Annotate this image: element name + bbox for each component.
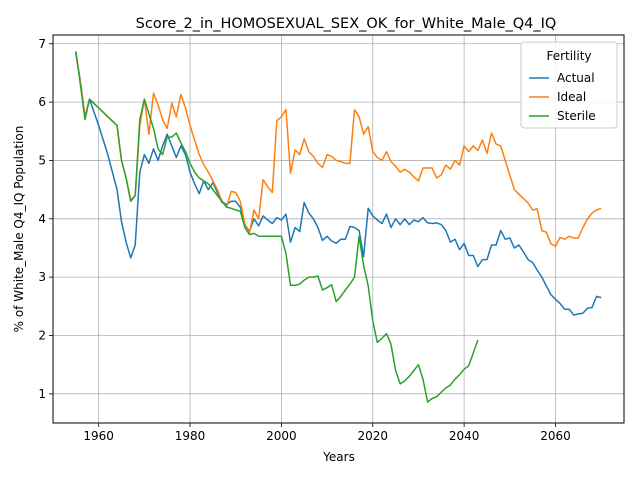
y-tick-label: 3: [38, 270, 46, 284]
legend-label-sterile: Sterile: [557, 109, 596, 123]
y-tick-label: 5: [38, 153, 46, 167]
chart-title: Score_2_in_HOMOSEXUAL_SEX_OK_for_White_M…: [136, 16, 557, 32]
series-lines: [75, 51, 602, 403]
legend-label-ideal: Ideal: [557, 90, 586, 104]
series-line-ideal: [75, 52, 602, 247]
x-tick-label: 1960: [83, 429, 114, 443]
y-tick-label: 6: [38, 95, 46, 109]
y-tick-label: 7: [38, 37, 46, 51]
x-tick-label: 2000: [266, 429, 297, 443]
series-line-sterile: [75, 51, 479, 403]
x-tick-label: 2060: [540, 429, 571, 443]
y-axis-label: % of White_Male Q4_IQ Population: [12, 126, 26, 333]
legend-items: Actual Ideal Sterile: [529, 71, 596, 123]
y-axis-ticks: 1 2 3 4 5 6 7: [38, 37, 53, 401]
legend-label-actual: Actual: [557, 71, 595, 85]
legend: Fertility Actual Ideal Sterile: [520, 41, 618, 129]
legend-box: [520, 41, 618, 129]
x-axis-label: Years: [322, 450, 355, 464]
y-tick-label: 4: [38, 212, 46, 226]
x-tick-label: 2020: [357, 429, 388, 443]
x-tick-label: 1980: [175, 429, 206, 443]
y-tick-label: 2: [38, 328, 46, 342]
series-line-actual: [75, 52, 602, 316]
x-axis-ticks: 1960 1980 2000 2020 2040 2060: [83, 423, 571, 443]
legend-title: Fertility: [546, 49, 591, 63]
y-tick-label: 1: [38, 387, 46, 401]
plot-frame: [52, 34, 625, 424]
x-tick-label: 2040: [449, 429, 480, 443]
